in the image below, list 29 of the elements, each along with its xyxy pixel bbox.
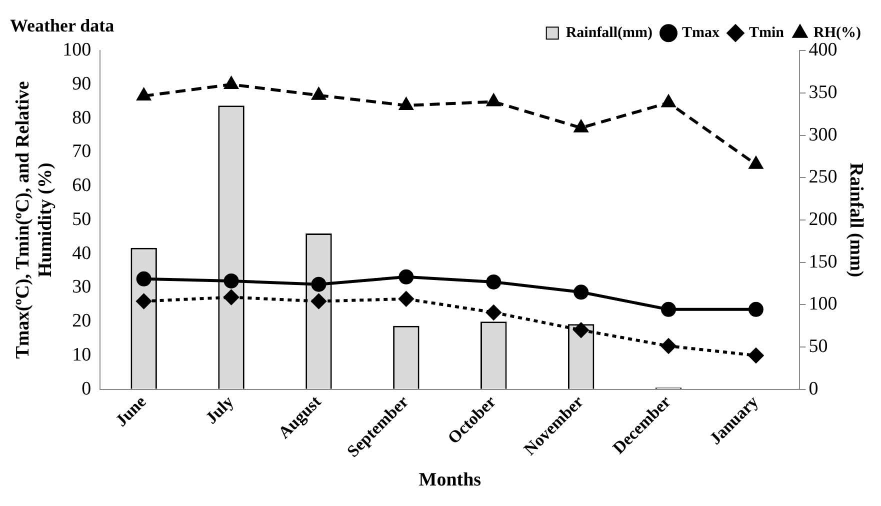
legend-label: Rainfall(mm) — [566, 24, 653, 41]
y-tick-label: 90 — [72, 73, 92, 94]
y-tick-label: 70 — [72, 141, 92, 162]
y-tick-label: 50 — [72, 208, 92, 230]
legend-label: Tmax — [682, 24, 720, 41]
y-axis-title: Tmax(ºC), Tmin(ºC), and Relative Humidity (%) — [12, 81, 56, 359]
chart-title: Weather data — [10, 15, 114, 36]
y-tick-label: 60 — [72, 175, 92, 196]
y2-axis-title: Rainfall (mm) — [846, 162, 867, 278]
y2-tick-label: 50 — [808, 336, 828, 357]
x-axis-title: Months — [418, 470, 482, 491]
y-tick-label: 0 — [82, 378, 92, 400]
y-tick-label: 100 — [62, 40, 92, 61]
y2-tick-label: 0 — [808, 378, 818, 400]
y-tick-label: 20 — [72, 310, 92, 332]
y2-tick-label: 100 — [808, 294, 838, 315]
x-tick-label: July — [202, 392, 238, 428]
y-tick-label: 40 — [72, 242, 92, 264]
y2-tick-label: 400 — [808, 40, 838, 61]
y-tick-label: 10 — [72, 344, 92, 366]
y2-tick-label: 200 — [808, 208, 838, 230]
y2-tick-label: 150 — [808, 251, 838, 272]
y-tick-label: 80 — [72, 107, 92, 128]
legend-label: RH(%) — [814, 24, 862, 41]
y2-tick-label: 300 — [808, 124, 838, 146]
legend-label: Tmin — [749, 24, 785, 41]
y2-tick-label: 350 — [808, 82, 838, 103]
y-tick-label: 30 — [72, 276, 92, 298]
y2-tick-label: 250 — [808, 166, 838, 188]
